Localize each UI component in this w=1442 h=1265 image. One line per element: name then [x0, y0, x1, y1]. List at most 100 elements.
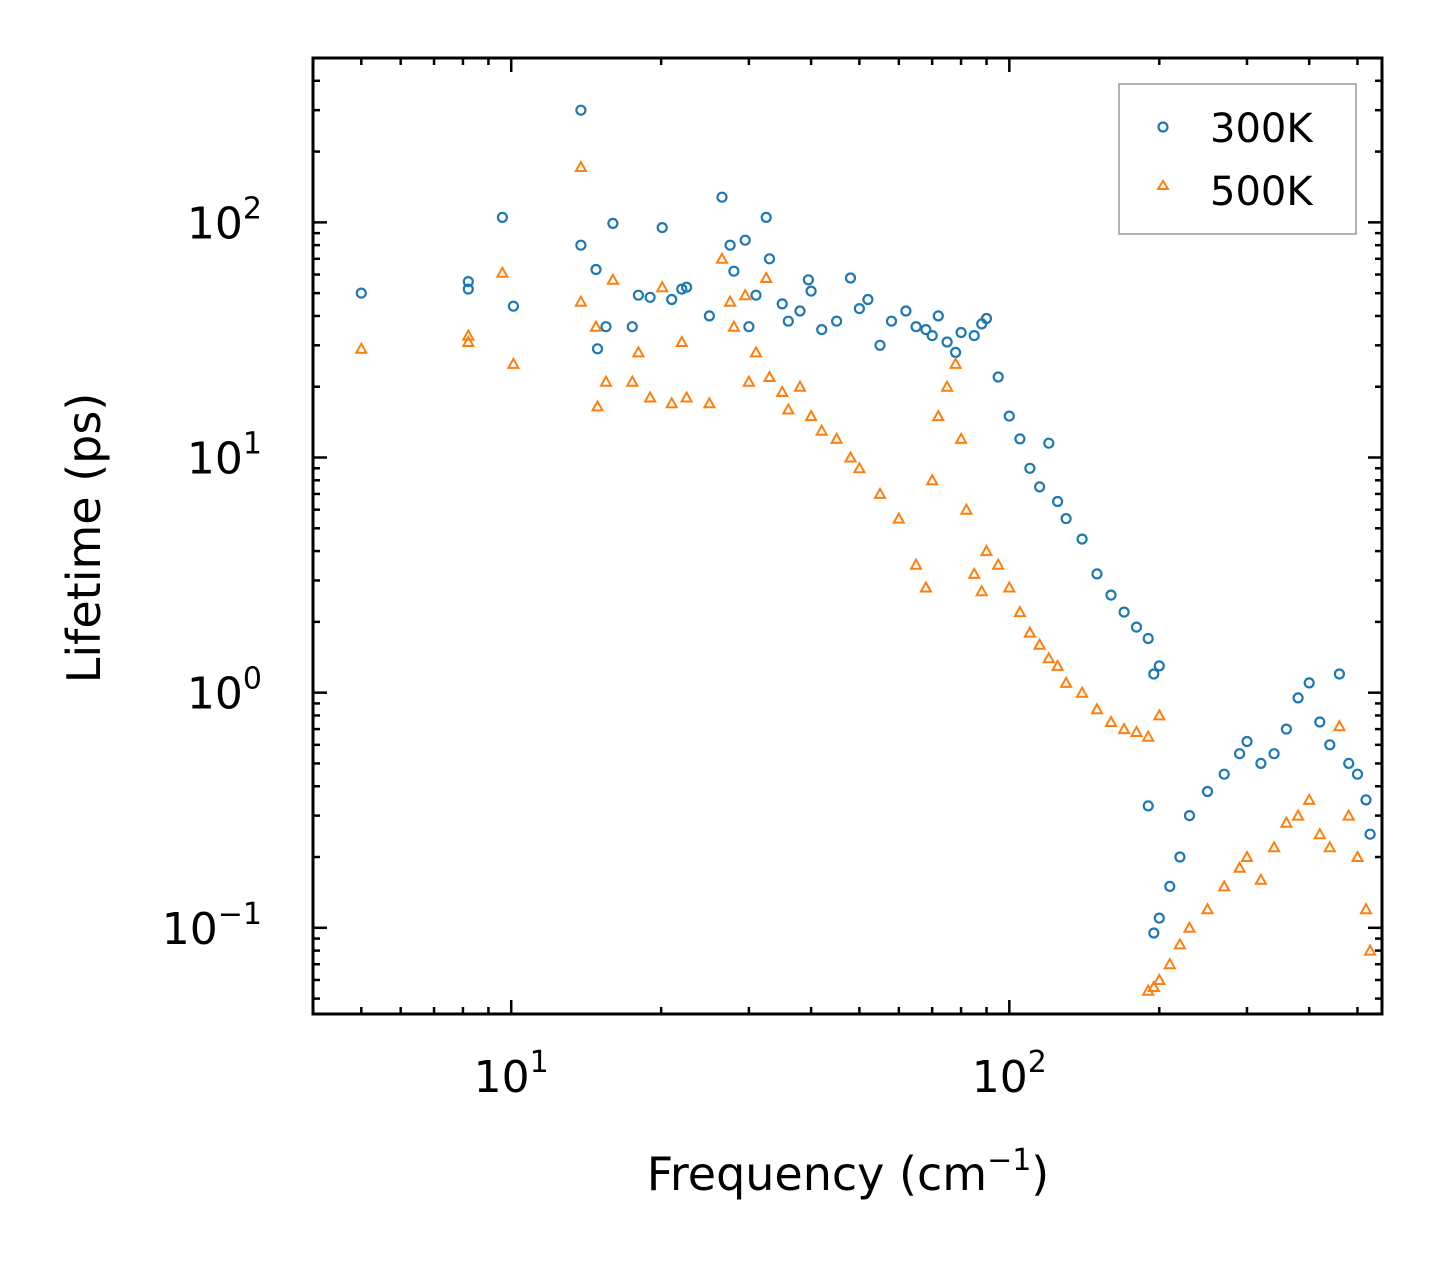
- point-500k-46: [975, 584, 989, 597]
- point-300k-1: [462, 276, 474, 288]
- point-500k-1: [461, 328, 475, 341]
- point-500k-59: [1117, 722, 1131, 735]
- point-500k-4: [506, 356, 521, 369]
- point-500k-58: [1104, 714, 1118, 727]
- point-300k-46: [955, 326, 967, 339]
- point-500k-84: [1363, 943, 1377, 956]
- point-300k-44: [941, 336, 953, 348]
- point-300k-0: [355, 287, 367, 299]
- point-500k-10: [606, 272, 620, 285]
- point-300k-15: [666, 293, 678, 306]
- point-500k-34: [852, 461, 867, 474]
- point-500k-29: [793, 379, 807, 392]
- point-500k-24: [749, 345, 763, 358]
- point-300k-17: [680, 281, 693, 293]
- legend-marker-500k: [1156, 179, 1170, 190]
- point-500k-36: [892, 511, 906, 524]
- point-300k-33: [830, 315, 843, 327]
- point-300k-9: [600, 321, 612, 333]
- point-300k-67: [1148, 927, 1160, 939]
- point-300k-78: [1280, 723, 1293, 735]
- x-tick-label-1: 102: [972, 1045, 1047, 1103]
- point-300k-59: [1091, 568, 1103, 580]
- point-500k-23: [742, 374, 756, 387]
- point-500k-60: [1129, 724, 1144, 737]
- point-500k-11: [625, 374, 639, 387]
- point-300k-76: [1255, 757, 1267, 770]
- point-300k-84: [1343, 757, 1355, 770]
- point-500k-80: [1332, 719, 1347, 732]
- point-300k-8: [591, 343, 604, 355]
- point-300k-74: [1233, 748, 1246, 760]
- point-300k-28: [782, 315, 794, 327]
- point-300k-19: [716, 191, 728, 203]
- point-300k-85: [1351, 768, 1364, 780]
- point-500k-2: [461, 334, 475, 347]
- point-500k-35: [873, 486, 887, 499]
- point-300k-6: [575, 239, 587, 251]
- point-500k-78: [1313, 827, 1327, 840]
- point-500k-41: [940, 379, 954, 392]
- point-500k-14: [655, 280, 669, 293]
- point-500k-65: [1152, 972, 1166, 985]
- point-300k-11: [626, 321, 638, 333]
- point-300k-35: [853, 303, 866, 315]
- legend-label-500k: 500K: [1210, 169, 1314, 215]
- point-500k-17: [679, 390, 694, 403]
- point-300k-18: [703, 310, 716, 322]
- point-300k-14: [656, 222, 668, 234]
- point-300k-63: [1142, 632, 1154, 645]
- point-300k-37: [874, 339, 886, 351]
- point-500k-37: [909, 557, 923, 570]
- point-300k-4: [507, 300, 520, 312]
- point-500k-18: [702, 396, 717, 409]
- tick-labels: 101 102 10−1 100 101 102: [162, 191, 1047, 1103]
- point-500k-27: [775, 384, 789, 397]
- point-300k-29: [794, 305, 806, 317]
- point-300k-49: [980, 312, 993, 325]
- point-500k-7: [589, 319, 603, 332]
- point-500k-44: [959, 502, 974, 515]
- point-500k-76: [1291, 808, 1305, 821]
- legend: 300K 500K: [1118, 83, 1357, 235]
- point-500k-32: [829, 431, 844, 444]
- point-300k-21: [728, 265, 740, 277]
- point-300k-75: [1241, 735, 1253, 748]
- point-500k-52: [1032, 637, 1047, 650]
- point-300k-65: [1153, 660, 1165, 672]
- x-axis-title-end: ): [1031, 1147, 1049, 1201]
- point-500k-69: [1200, 902, 1215, 915]
- point-500k-39: [925, 473, 939, 486]
- point-300k-80: [1303, 677, 1315, 689]
- point-300k-71: [1183, 809, 1196, 822]
- plot-frame: [311, 56, 1384, 1016]
- point-300k-51: [1003, 410, 1015, 422]
- point-300k-79: [1292, 692, 1304, 704]
- point-300k-56: [1051, 495, 1064, 508]
- point-500k-73: [1254, 872, 1268, 885]
- point-500k-42: [948, 356, 963, 369]
- point-300k-31: [805, 285, 817, 297]
- point-500k-15: [665, 396, 679, 409]
- point-500k-79: [1323, 840, 1337, 853]
- point-300k-27: [776, 298, 788, 310]
- point-500k-51: [1023, 625, 1037, 638]
- point-500k-54: [1050, 658, 1065, 671]
- point-300k-54: [1033, 481, 1046, 493]
- x-tick-label-0: 101: [474, 1045, 549, 1103]
- point-300k-86: [1360, 794, 1372, 806]
- point-500k-83: [1359, 902, 1373, 915]
- point-500k-0: [354, 341, 368, 354]
- point-300k-34: [844, 272, 857, 284]
- y-tick-label-2: 101: [187, 427, 262, 485]
- point-300k-3: [496, 211, 508, 223]
- y-tick-label-3: 102: [187, 191, 262, 249]
- point-300k-24: [750, 289, 762, 301]
- point-500k-33: [843, 450, 858, 463]
- point-300k-70: [1174, 851, 1186, 863]
- point-300k-77: [1268, 748, 1280, 760]
- y-axis-title: Lifetime (ps): [57, 393, 111, 684]
- point-500k-20: [723, 294, 737, 307]
- point-500k-3: [495, 265, 510, 278]
